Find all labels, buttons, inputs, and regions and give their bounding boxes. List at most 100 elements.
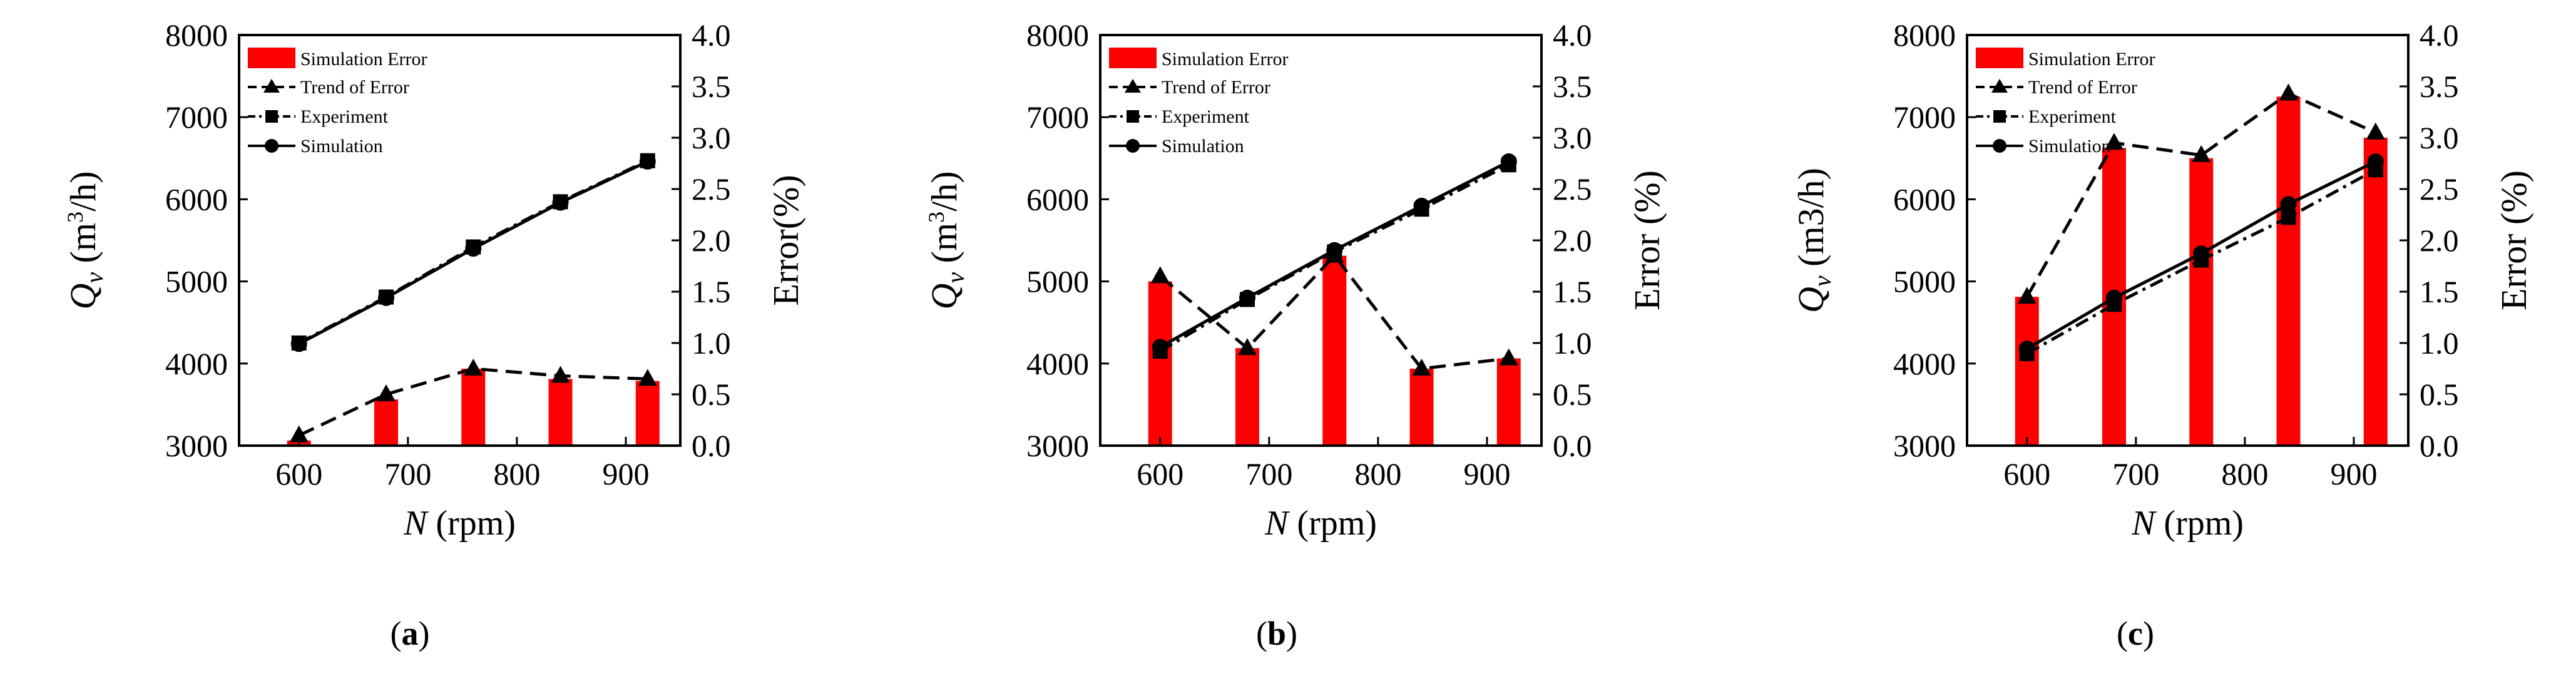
x-tick-label: 900 <box>602 456 649 491</box>
x-tick-label: 700 <box>384 456 431 491</box>
x-tick-label: 600 <box>275 456 322 491</box>
data-point-circle <box>2280 196 2297 213</box>
y-right-tick-label: 2.0 <box>1553 223 1592 258</box>
y-right-tick-label: 1.0 <box>2420 325 2459 361</box>
x-axis-label: N (rpm) <box>2131 504 2244 543</box>
data-point-circle <box>639 153 656 170</box>
panel-label: (b) <box>1256 615 1297 652</box>
y-left-tick-label: 6000 <box>1026 182 1089 217</box>
error-bar <box>2015 297 2039 446</box>
y-left-tick-label: 3000 <box>1026 428 1089 463</box>
x-axis-unit: (rpm) <box>2155 504 2244 543</box>
data-point-triangle <box>2192 145 2211 162</box>
series-line-trend-of-error <box>2025 91 2376 298</box>
series-line-trend-of-error <box>298 367 648 437</box>
y-right-tick-label: 3.0 <box>692 120 731 155</box>
y-right-tick-label: 3.5 <box>1553 69 1592 104</box>
y-left-sup: 3 <box>924 212 949 223</box>
legend-label: Simulation <box>2028 136 2111 156</box>
y-right-tick-label: 3.5 <box>2420 69 2459 104</box>
x-tick-label: 900 <box>2330 456 2377 491</box>
legend-swatch-bar <box>1976 48 2023 68</box>
y-right-tick-label: 0.0 <box>692 428 731 463</box>
error-bar <box>1322 255 1347 446</box>
data-point-triangle <box>1412 359 1431 376</box>
y-left-unit: (m3/h) <box>1791 168 1831 275</box>
data-point-triangle <box>2279 83 2298 101</box>
x-tick-label: 700 <box>2112 456 2159 491</box>
y-right-tick-label: 1.5 <box>692 274 731 309</box>
y-left-tick-label: 3000 <box>165 428 228 463</box>
y-right-tick-label: 4.0 <box>2420 18 2459 53</box>
data-point-triangle <box>464 359 483 376</box>
y-right-tick-label: 2.0 <box>692 223 731 258</box>
error-bar <box>548 379 573 446</box>
legend-swatch-bar <box>1109 48 1157 68</box>
error-bar <box>1409 369 1434 446</box>
y-left-tick-label: 8000 <box>1893 18 1956 53</box>
legend-marker-triangle <box>263 79 280 93</box>
legend-label: Simulation Error <box>300 49 427 69</box>
chart-panel-a: 600 700 800 900 3000 4000 5000 6000 7000 8000 0.0 0… <box>63 18 806 652</box>
legend-label: Simulation Error <box>2028 49 2155 69</box>
y-right-tick-label: 3.5 <box>692 69 731 104</box>
data-point-triangle <box>377 384 396 401</box>
y-left-tick-label: 3000 <box>1893 428 1956 463</box>
data-point-circle <box>2367 153 2384 170</box>
x-axis-label: N (rpm) <box>1264 504 1377 543</box>
y-left-unit: (m <box>924 223 964 272</box>
legend-marker-circle <box>1126 139 1140 153</box>
x-tick-label: 800 <box>493 456 540 491</box>
y-left-var: Q <box>63 284 103 310</box>
y-left-tick-label: 5000 <box>165 264 228 299</box>
y-right-tick-label: 2.0 <box>2420 223 2459 258</box>
y-right-tick-label: 3.0 <box>1553 120 1592 155</box>
panel-label-close: ) <box>419 615 430 652</box>
y-left-tick-label: 5000 <box>1893 264 1956 299</box>
panel-label-open: ( <box>2117 615 2128 652</box>
y-right-tick-label: 1.5 <box>1553 274 1592 309</box>
data-point-circle <box>1152 339 1168 356</box>
y-left-sub: v <box>80 272 108 284</box>
data-point-triangle <box>638 369 657 386</box>
error-bar <box>1148 281 1172 446</box>
data-point-circle <box>378 289 394 306</box>
legend-marker-triangle <box>1991 79 2008 93</box>
data-point-circle <box>552 194 569 211</box>
y-right-tick-label: 0.0 <box>2420 428 2459 463</box>
legend-label: Experiment <box>2028 106 2117 127</box>
data-point-circle <box>1326 242 1343 259</box>
legend-label: Experiment <box>300 106 389 127</box>
error-bar <box>2276 96 2301 446</box>
error-bar <box>635 381 660 446</box>
y-left-unit: (m <box>63 223 103 272</box>
error-bar <box>2189 158 2214 446</box>
x-tick-label: 900 <box>1463 456 1510 491</box>
panel-label-close: ) <box>2143 615 2154 652</box>
data-point-triangle <box>1238 338 1257 356</box>
error-bar <box>1496 358 1521 446</box>
y-right-axis-label: Error(%) <box>765 175 806 305</box>
y-left-var: Q <box>1791 287 1831 313</box>
error-bar <box>461 369 486 446</box>
x-tick-label: 600 <box>1137 456 1183 491</box>
data-point-circle <box>1413 197 1430 214</box>
legend-label: Experiment <box>1162 106 1250 127</box>
y-left-unit-post: /h) <box>63 171 103 211</box>
y-right-tick-label: 4.0 <box>692 18 731 53</box>
data-point-circle <box>2018 341 2035 357</box>
panel-label-letter: b <box>1267 615 1286 652</box>
y-right-tick-label: 3.0 <box>2420 120 2459 155</box>
y-left-tick-label: 6000 <box>1893 182 1956 217</box>
x-axis-unit: (rpm) <box>1288 504 1377 543</box>
y-right-tick-label: 2.5 <box>2420 172 2459 207</box>
error-bar <box>2363 138 2388 446</box>
y-right-tick-label: 0.5 <box>692 377 731 412</box>
legend-label: Trend of Error <box>300 77 409 98</box>
x-tick-label: 700 <box>1245 456 1292 491</box>
y-left-axis-label: Qv (m3/h) <box>924 171 969 309</box>
y-left-tick-label: 4000 <box>165 346 228 381</box>
y-left-tick-label: 7000 <box>1893 100 1956 135</box>
data-point-triangle <box>2017 287 2037 304</box>
legend-label: Simulation <box>300 136 383 156</box>
